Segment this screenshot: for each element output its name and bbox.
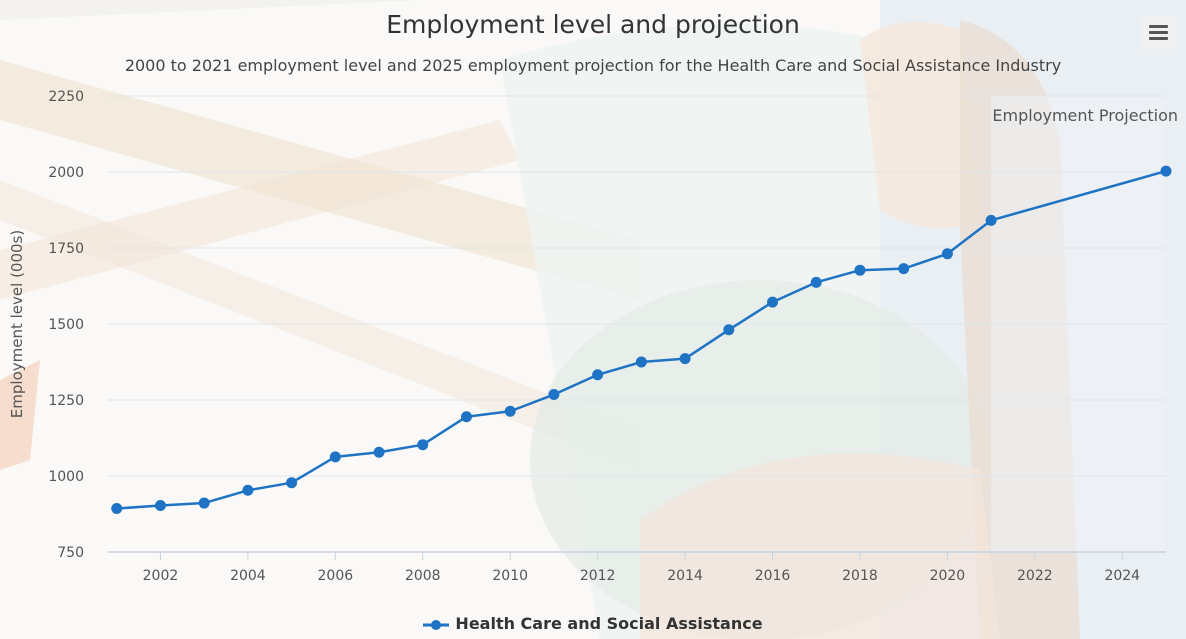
x-tick-label: 2008 xyxy=(405,568,441,584)
data-point[interactable] xyxy=(767,296,779,308)
line-with-circle-icon xyxy=(423,619,450,630)
data-point[interactable] xyxy=(548,389,560,401)
x-axis: 2002 2004 2006 2008 2010 2012 2014 2016 2018 2020… xyxy=(108,551,1166,584)
y-tick-label: 1500 xyxy=(48,317,84,333)
data-point[interactable] xyxy=(985,214,997,226)
x-tick-label: 2024 xyxy=(1104,568,1140,584)
data-point[interactable] xyxy=(198,497,210,509)
x-tick-label: 2016 xyxy=(755,568,791,584)
data-point[interactable] xyxy=(111,503,123,515)
y-tick-label: 750 xyxy=(57,545,84,561)
data-point[interactable] xyxy=(898,263,910,275)
x-tick-label: 2018 xyxy=(842,568,878,584)
projection-band-label: Employment Projection xyxy=(992,106,1178,125)
data-point[interactable] xyxy=(810,276,822,288)
y-tick-label: 1250 xyxy=(48,393,84,409)
data-point[interactable] xyxy=(941,248,953,260)
data-point[interactable] xyxy=(373,446,385,458)
data-point[interactable] xyxy=(1160,165,1172,177)
y-axis: 750 1000 1250 1500 1750 2000 2250 xyxy=(48,89,84,561)
data-point[interactable] xyxy=(592,369,604,381)
x-tick-label: 2014 xyxy=(667,568,703,584)
data-point[interactable] xyxy=(679,353,691,365)
data-point[interactable] xyxy=(854,264,866,276)
x-tick-label: 2002 xyxy=(143,568,179,584)
data-point[interactable] xyxy=(417,439,429,451)
data-point[interactable] xyxy=(329,451,341,463)
y-tick-label: 1000 xyxy=(48,469,84,485)
hamburger-menu-icon[interactable] xyxy=(1141,17,1175,49)
y-tick-label: 1750 xyxy=(48,241,84,257)
chart-subtitle: 2000 to 2021 employment level and 2025 e… xyxy=(124,56,1062,75)
x-tick-label: 2012 xyxy=(580,568,616,584)
series-health-care xyxy=(111,165,1172,515)
data-point[interactable] xyxy=(242,484,254,496)
legend-item-health-care[interactable]: Health Care and Social Assistance xyxy=(0,614,1186,633)
data-point[interactable] xyxy=(460,411,472,423)
x-tick-label: 2006 xyxy=(318,568,354,584)
x-tick-label: 2004 xyxy=(230,568,266,584)
data-point[interactable] xyxy=(723,324,735,336)
data-point[interactable] xyxy=(286,477,298,489)
y-tick-label: 2000 xyxy=(48,165,84,181)
series-line xyxy=(116,169,1167,510)
x-tick-label: 2010 xyxy=(492,568,528,584)
x-tick-label: 2022 xyxy=(1017,568,1053,584)
legend-label: Health Care and Social Assistance xyxy=(455,614,763,633)
y-tick-label: 2250 xyxy=(48,89,84,105)
data-point[interactable] xyxy=(635,356,647,368)
x-tick-label: 2020 xyxy=(930,568,966,584)
chart-title: Employment level and projection xyxy=(386,10,800,39)
data-point[interactable] xyxy=(154,499,166,511)
data-point[interactable] xyxy=(504,405,516,417)
y-axis-title: Employment level (000s) xyxy=(8,230,26,418)
